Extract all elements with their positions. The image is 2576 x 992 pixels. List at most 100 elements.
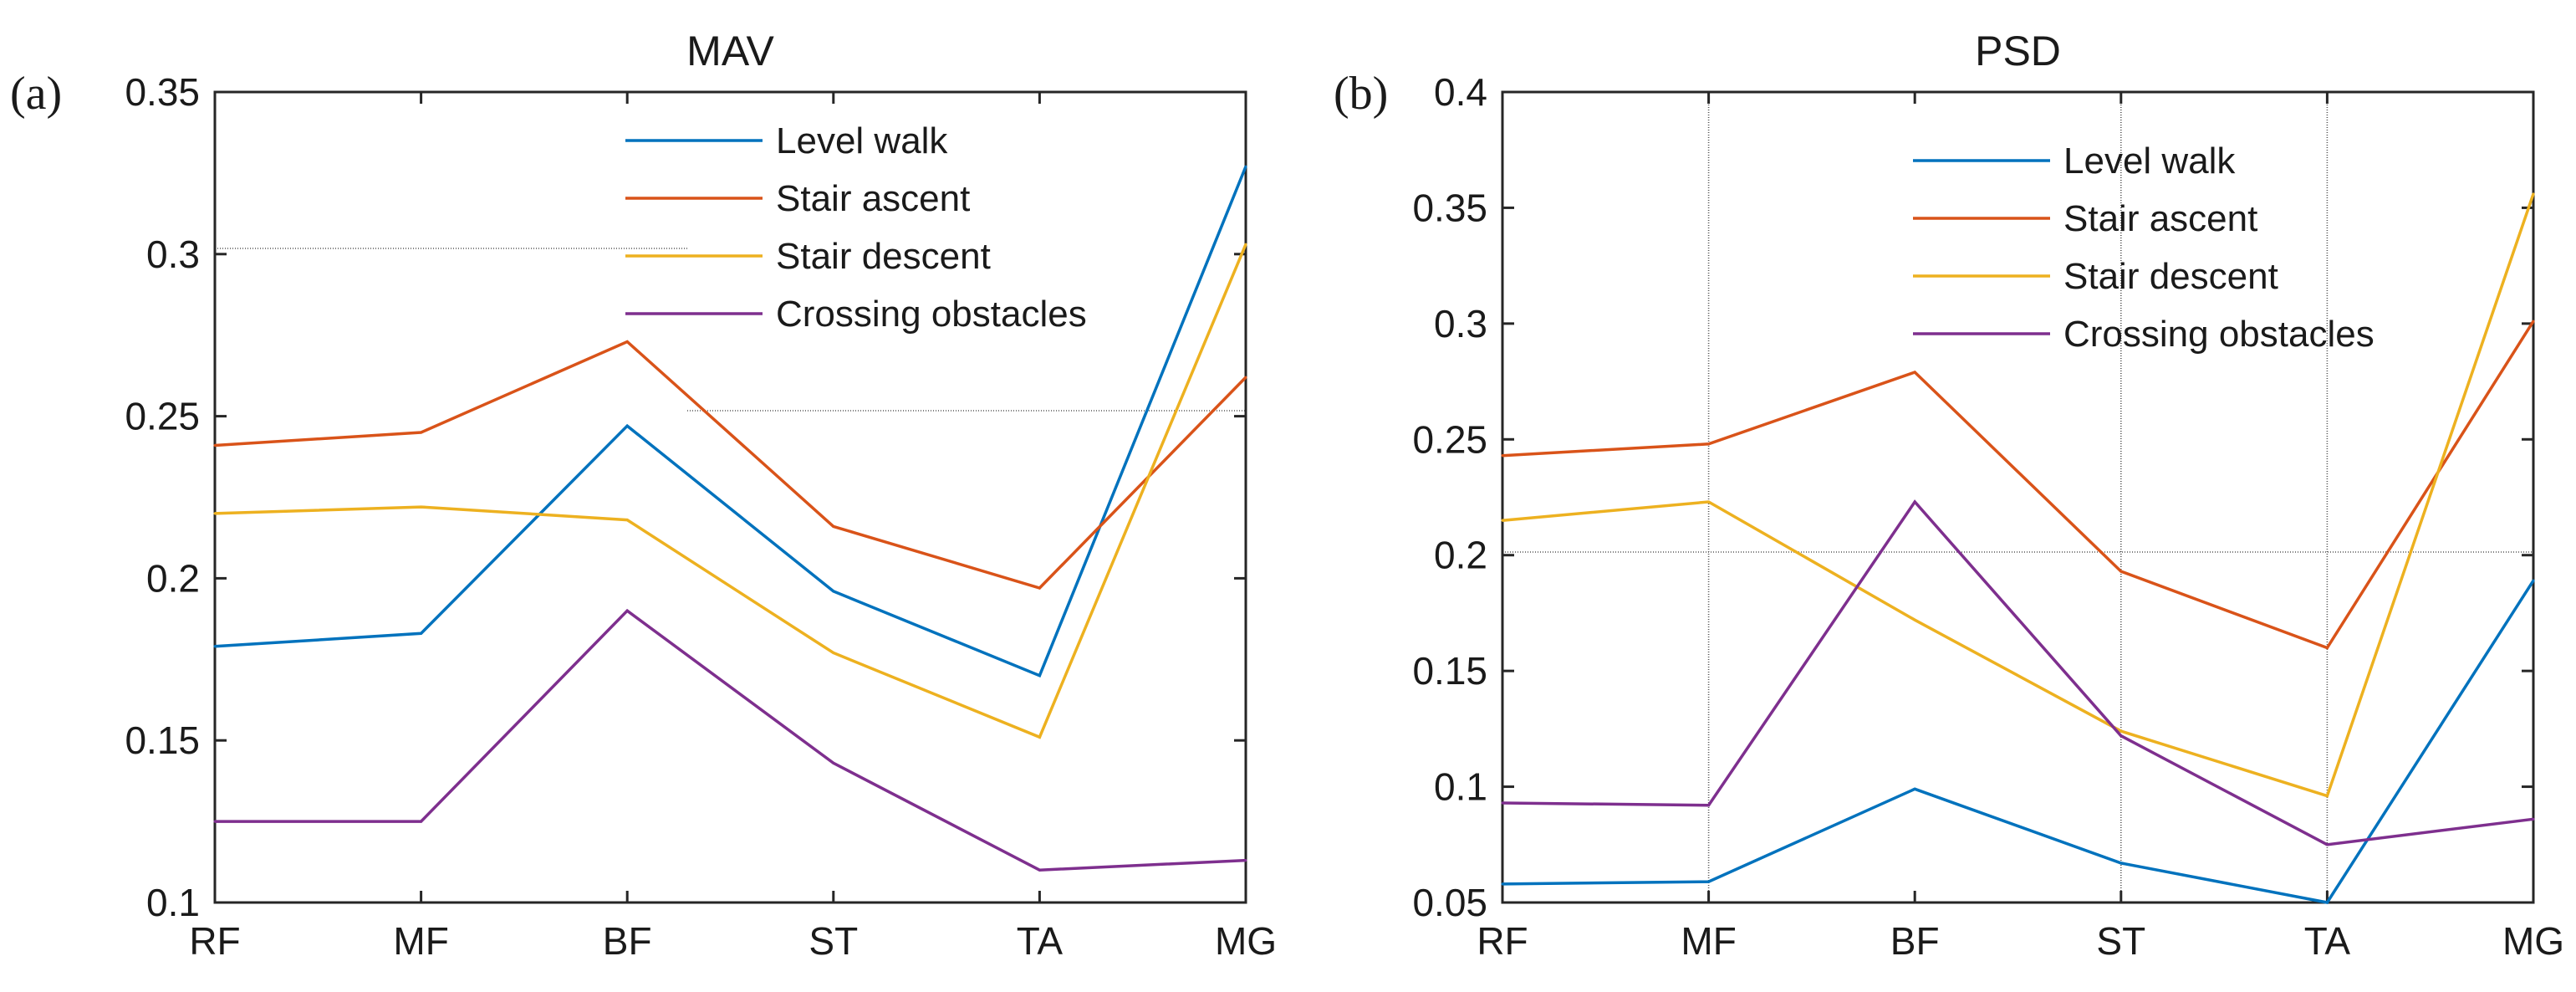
mav-data-point-crossing-obstacles (1244, 859, 1247, 862)
psd-legend-entry: Stair descent (2063, 256, 2278, 297)
mav-data-point-crossing-obstacles (625, 609, 629, 612)
psd-legend: Level walk Stair ascent Stair descent Cross… (1913, 141, 2375, 355)
mav-legend-entry: Stair ascent (776, 178, 970, 219)
psd-data-point-stair-descent (1913, 618, 1916, 621)
mav-data-point-stair-ascent (213, 443, 217, 447)
psd-data-point-crossing-obstacles (1913, 500, 1916, 504)
psd-data-point-stair-descent (2119, 729, 2123, 733)
mav-data-point-stair-ascent (420, 431, 423, 434)
mav-data-point-stair-descent (420, 505, 423, 509)
mav-y-tick-label: 0.35 (125, 70, 200, 114)
mav-series-line-stair-descent (214, 243, 1247, 739)
psd-x-tick-label-mf: MF (1681, 919, 1736, 963)
mav-data-point-crossing-obstacles (1038, 868, 1041, 872)
panel-mav: 0.1 0.15 0.2 0.25 0.3 0.35 RF MF BF ST TA MG MAV (a) L… (10, 28, 1277, 963)
mav-data-point-stair-ascent (1244, 376, 1247, 379)
mav-y-tick-label: 0.1 (146, 881, 200, 924)
psd-axes-box (1501, 90, 2535, 904)
psd-y-tick-label: 0.2 (1434, 534, 1487, 577)
mav-y-tick-label: 0.2 (146, 556, 200, 600)
mav-series-line-level-walk (214, 166, 1247, 678)
psd-data-point-level-walk (1501, 882, 1504, 886)
psd-data-point-level-walk (2119, 862, 2123, 865)
psd-series-line-crossing-obstacles (1502, 499, 2534, 846)
psd-y-tick-label: 0.05 (1412, 881, 1487, 924)
mav-series-line-crossing-obstacles (215, 608, 1247, 872)
mav-series-line-stair-ascent (214, 340, 1247, 590)
mav-x-tick-label-rf: RF (189, 919, 240, 963)
psd-x-tick-label-rf: RF (1477, 919, 1528, 963)
psd-x-tick-label-ta: TA (2304, 919, 2351, 963)
psd-legend-entry: Crossing obstacles (2063, 314, 2375, 355)
mav-x-tick-label-ta: TA (1017, 919, 1064, 963)
mav-y-tick-label: 0.25 (125, 395, 200, 438)
mav-axes-box (213, 90, 1247, 904)
psd-data-point-crossing-obstacles (1501, 801, 1504, 805)
psd-data-point-level-walk (2532, 579, 2535, 582)
psd-data-point-stair-ascent (2119, 570, 2123, 573)
psd-data-point-stair-descent (1707, 500, 1711, 504)
mav-x-tick-label-mg: MG (1215, 919, 1277, 963)
mav-data-point-crossing-obstacles (420, 820, 423, 823)
psd-chart-title: PSD (1975, 28, 2061, 74)
psd-data-point-crossing-obstacles (2532, 817, 2535, 821)
mav-y-tick-label: 0.3 (146, 233, 200, 276)
mav-data-point-stair-ascent (832, 524, 835, 528)
mav-x-tick-label-mf: MF (393, 919, 448, 963)
psd-y-tick-label: 0.3 (1434, 302, 1487, 345)
mav-data-point-level-walk (832, 590, 835, 593)
psd-y-tick-label: 0.15 (1412, 649, 1487, 693)
mav-data-point-stair-descent (1038, 735, 1041, 739)
mav-legend-entry: Level walk (776, 120, 948, 161)
mav-data-point-level-walk (625, 424, 629, 427)
mav-data-point-stair-descent (213, 512, 217, 515)
psd-data-point-stair-descent (2532, 192, 2535, 196)
psd-data-point-level-walk (1913, 787, 1916, 790)
psd-data-point-stair-ascent (2532, 320, 2535, 323)
psd-y-tick-label: 0.35 (1412, 186, 1487, 229)
mav-data-point-level-walk (1244, 165, 1247, 168)
psd-series-line-stair-descent (1502, 193, 2535, 798)
mav-y-tick-label: 0.15 (125, 718, 200, 762)
psd-data-point-level-walk (2325, 901, 2329, 904)
psd-data-point-crossing-obstacles (2325, 843, 2329, 846)
mav-data-point-level-walk (213, 645, 217, 648)
panel-psd: 0.05 0.1 0.15 0.2 0.25 0.3 0.35 0.4 RF MF BF ST TA MG… (1334, 28, 2564, 963)
psd-x-tick-label-bf: BF (1890, 919, 1940, 963)
mav-x-tick-label-st: ST (809, 919, 858, 963)
psd-legend-entry: Level walk (2063, 141, 2236, 182)
mav-data-point-level-walk (420, 632, 423, 635)
mav-data-point-stair-ascent (1038, 586, 1041, 590)
psd-x-tick-label-st: ST (2096, 919, 2145, 963)
psd-legend-entry: Stair ascent (2063, 198, 2257, 239)
psd-data-point-stair-descent (2325, 795, 2329, 798)
mav-legend-entry: Crossing obstacles (776, 294, 1087, 335)
psd-data-point-stair-ascent (2325, 646, 2329, 649)
mav-x-tick-label-bf: BF (603, 919, 652, 963)
mav-panel-label: (a) (10, 68, 62, 120)
mav-data-point-stair-descent (625, 519, 629, 522)
mav-data-point-stair-descent (832, 652, 835, 655)
psd-series-line-stair-ascent (1502, 320, 2535, 650)
mav-chart-title: MAV (686, 28, 774, 74)
psd-x-tick-label-mg: MG (2502, 919, 2564, 963)
psd-y-tick-label: 0.1 (1434, 765, 1487, 809)
psd-y-tick-label: 0.25 (1412, 417, 1487, 461)
mav-legend-entry: Stair descent (776, 236, 991, 277)
psd-data-point-stair-ascent (1913, 371, 1916, 374)
psd-data-point-crossing-obstacles (2119, 734, 2123, 738)
mav-data-point-stair-descent (1244, 243, 1247, 246)
mav-legend: Level walk Stair ascent Stair descent Cross… (625, 120, 1087, 335)
psd-data-point-stair-ascent (1501, 454, 1504, 458)
psd-data-point-level-walk (1707, 880, 1711, 883)
psd-data-point-stair-ascent (1707, 442, 1711, 446)
mav-data-point-crossing-obstacles (832, 761, 835, 764)
psd-data-point-stair-descent (1501, 519, 1504, 522)
mav-data-point-stair-ascent (625, 340, 629, 343)
psd-series-line-level-walk (1502, 580, 2535, 904)
psd-data-point-crossing-obstacles (1707, 804, 1711, 807)
mav-data-point-crossing-obstacles (213, 820, 217, 823)
psd-panel-label: (b) (1334, 68, 1388, 120)
mav-data-point-level-walk (1038, 674, 1041, 678)
